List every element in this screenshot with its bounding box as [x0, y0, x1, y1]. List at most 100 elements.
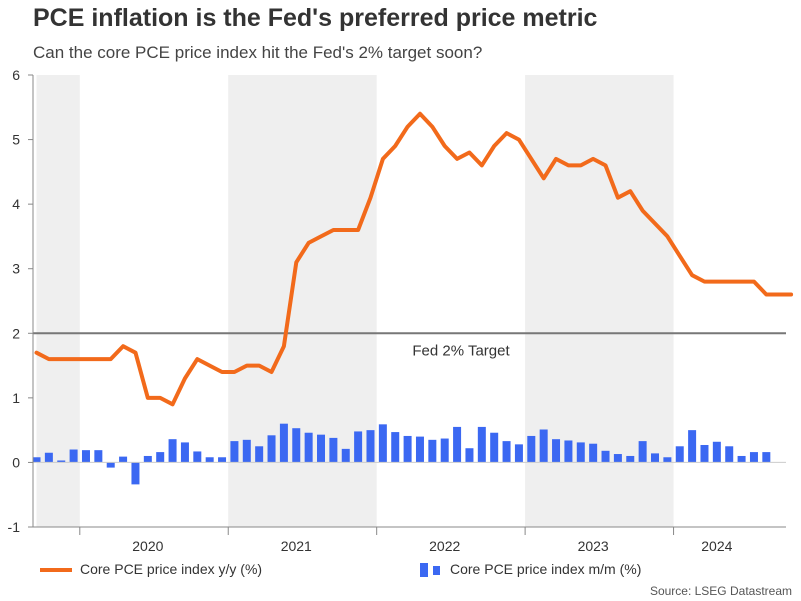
mom-bar [415, 436, 424, 463]
chart-subtitle: Can the core PCE price index hit the Fed… [33, 43, 483, 62]
yoy-point [654, 223, 656, 225]
yoy-point [753, 281, 755, 283]
mom-bar [465, 448, 474, 463]
fed-target-label: Fed 2% Target [412, 342, 510, 359]
yoy-point [468, 151, 470, 153]
mom-bar [366, 430, 375, 463]
yoy-point [308, 242, 310, 244]
yoy-point [110, 358, 112, 360]
mom-bar [453, 426, 462, 463]
yoy-point [716, 281, 718, 283]
yoy-point [196, 358, 198, 360]
mom-bar [156, 452, 165, 463]
yoy-point [741, 281, 743, 283]
mom-bar [564, 440, 573, 463]
yoy-point [369, 197, 371, 199]
legend-label-yoy: Core PCE price index y/y (%) [80, 561, 263, 577]
mom-bar [391, 432, 400, 463]
yoy-point [85, 358, 87, 360]
mom-bar [663, 457, 672, 463]
mom-bar [279, 423, 288, 463]
year-band [228, 75, 377, 527]
mom-bar [32, 457, 41, 463]
mom-bar [749, 452, 758, 463]
legend-label-mom: Core PCE price index m/m (%) [450, 561, 642, 577]
mom-bar [712, 441, 721, 463]
mom-bar [57, 460, 66, 463]
yoy-point [172, 403, 174, 405]
mom-bar [428, 439, 437, 463]
mom-bar [81, 450, 90, 463]
yoy-point [147, 397, 149, 399]
mom-bar [119, 456, 128, 463]
yoy-point [134, 352, 136, 354]
yoy-point [642, 210, 644, 212]
yoy-line [34, 111, 794, 407]
yoy-point [728, 281, 730, 283]
y-tick-label: 6 [12, 67, 20, 83]
mom-bar [651, 453, 659, 463]
yoy-point [765, 294, 767, 296]
mom-bar [354, 431, 363, 463]
yoy-point [36, 352, 37, 354]
y-tick-label: 1 [12, 390, 20, 406]
yoy-point [233, 371, 235, 373]
yoy-point [419, 113, 421, 115]
yoy-point [159, 397, 161, 399]
legend-item-mom: Core PCE price index m/m (%) [420, 561, 642, 578]
mom-bar [341, 448, 350, 463]
mom-bar [552, 439, 561, 463]
mom-bar [477, 426, 486, 463]
mom-bar [193, 451, 202, 463]
yoy-point [703, 281, 705, 283]
yoy-point [246, 365, 248, 367]
mom-bar [403, 435, 412, 463]
yoy-point [271, 371, 273, 373]
yoy-point [555, 158, 557, 160]
mom-bar [514, 444, 523, 463]
mom-bar [44, 452, 53, 463]
mom-bar [762, 452, 771, 463]
mom-bar [589, 443, 598, 463]
yoy-point [283, 345, 285, 347]
mom-bar [700, 444, 709, 463]
yoy-point [679, 255, 681, 257]
yoy-point [543, 177, 545, 179]
legend-line-swatch [40, 568, 72, 573]
mom-bar [725, 446, 734, 463]
yoy-point [345, 229, 347, 231]
mom-bar [613, 454, 622, 463]
yoy-point [605, 164, 607, 166]
mom-bar [131, 462, 140, 485]
mom-bar [242, 439, 251, 463]
mom-bar [527, 435, 536, 463]
yoy-point [73, 358, 75, 360]
yoy-point [580, 164, 582, 166]
yoy-point [48, 358, 50, 360]
mom-bar [230, 441, 239, 463]
mom-bar [490, 432, 499, 463]
yoy-point [382, 158, 384, 160]
mom-bar [317, 434, 326, 463]
y-tick-label: 0 [12, 454, 20, 470]
mom-bar [576, 442, 585, 463]
y-tick-label: -1 [8, 519, 21, 535]
yoy-point [320, 235, 322, 237]
yoy-point [407, 126, 409, 128]
x-tick-label: 2023 [578, 538, 609, 554]
yoy-point [666, 235, 668, 237]
mom-bar [180, 442, 189, 463]
x-tick-label: 2021 [281, 538, 312, 554]
yoy-point [357, 229, 359, 231]
yoy-point [493, 145, 495, 147]
y-tick-label: 2 [12, 325, 20, 341]
legend-bar-swatch-a [420, 563, 428, 578]
yoy-point [518, 139, 520, 141]
x-tick-label: 2020 [132, 538, 163, 554]
mom-bar [626, 455, 635, 463]
mom-bar [737, 455, 746, 463]
yoy-point [456, 158, 458, 160]
yoy-point [221, 371, 223, 373]
mom-bar [106, 462, 115, 468]
